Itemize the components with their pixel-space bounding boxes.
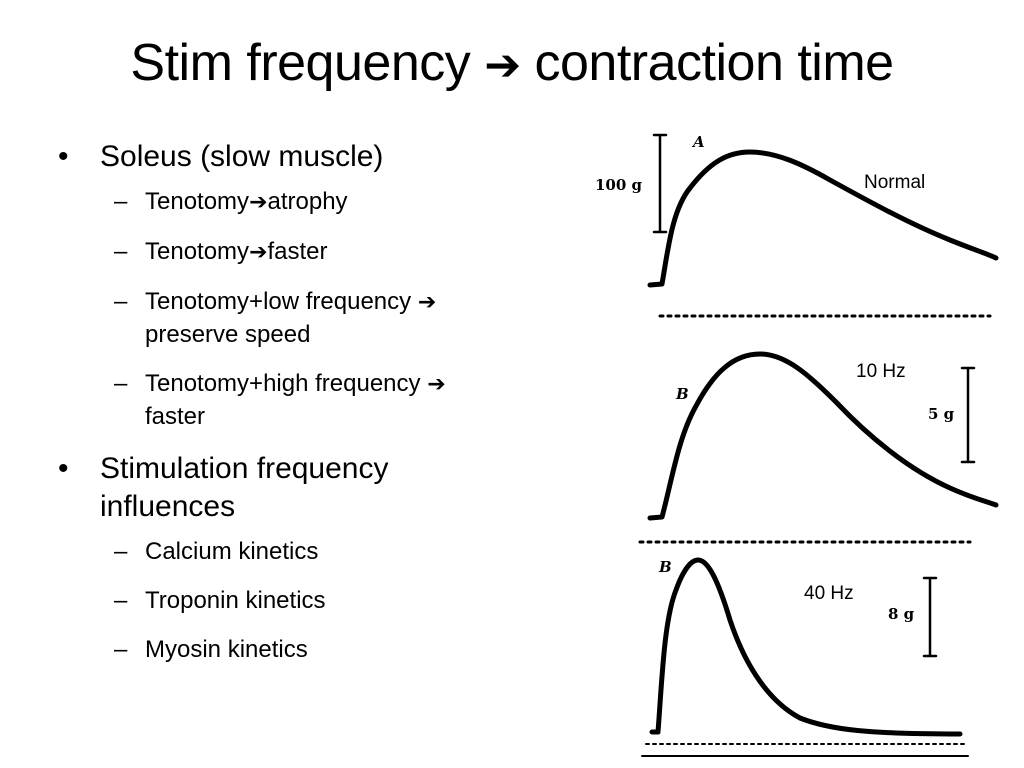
sub-bullet-text: preserve speed (145, 321, 311, 348)
bullet-dot-icon: • (58, 452, 69, 485)
scale-bar-b1 (960, 366, 976, 464)
bullet-dot-icon: • (58, 140, 69, 173)
contraction-traces-figure (638, 133, 999, 757)
sub-bullet-text: Tenotomy+high frequency (145, 370, 428, 397)
dash-icon: – (114, 587, 128, 614)
scale-label: 5 g (928, 405, 955, 423)
sub-bullet-item: – Tenotomy+low frequency ➔ preserve speed (58, 286, 578, 351)
arrow-icon: ➔ (484, 40, 521, 91)
trace-label: 10 Hz (856, 361, 906, 382)
arrow-icon: ➔ (249, 190, 268, 215)
sub-bullet-item: – Calcium kinetics (58, 536, 578, 568)
arrow-icon: ➔ (427, 372, 446, 397)
sub-bullet-text: Tenotomy+low frequency (145, 288, 418, 315)
title-text: Stim frequency (130, 34, 485, 92)
sub-bullet-item: – Tenotomy➔faster (58, 236, 578, 269)
sub-bullet-text: Troponin kinetics (145, 587, 326, 614)
bullet-item: • Soleus (slow muscle) (58, 138, 578, 176)
sub-bullet-item: – Tenotomy+high frequency ➔ faster (58, 368, 578, 433)
panel-letter: B (676, 385, 689, 403)
sub-bullet-item: – Troponin kinetics (58, 585, 578, 617)
sub-bullet-item: – Myosin kinetics (58, 634, 578, 666)
sub-bullet-text: Tenotomy (145, 238, 250, 265)
scale-label: 8 g (888, 605, 915, 623)
dash-icon: – (114, 636, 128, 663)
bullet-text: Stimulation frequency influences (100, 452, 389, 523)
bullet-text: Soleus (slow muscle) (100, 140, 384, 173)
dash-icon: – (114, 538, 128, 565)
scale-bar-a (652, 133, 668, 234)
bullet-list: • Soleus (slow muscle) – Tenotomy➔atroph… (58, 138, 578, 683)
dash-icon: – (114, 238, 128, 265)
dash-icon: – (114, 370, 128, 397)
sub-bullet-text: atrophy (267, 188, 348, 215)
scale-label: 100 g (595, 176, 643, 194)
trace-label: Normal (864, 172, 926, 193)
sub-bullet-text: Tenotomy (145, 188, 250, 215)
arrow-icon: ➔ (249, 240, 268, 265)
sub-bullet-text: Myosin kinetics (145, 636, 308, 663)
trace-normal (647, 149, 999, 288)
sub-bullet-text: faster (145, 403, 206, 430)
trace-40hz (649, 557, 963, 737)
trace-10hz (647, 351, 999, 521)
scale-bar-b2 (922, 576, 938, 658)
sub-bullet-item: – Tenotomy➔atrophy (58, 186, 578, 219)
sub-bullet-text: faster (267, 238, 328, 265)
slide-title: Stim frequency ➔ contraction time (0, 28, 1024, 101)
dash-icon: – (114, 288, 128, 315)
trace-label: 40 Hz (804, 583, 854, 604)
bullet-item: • Stimulation frequency influences (58, 450, 480, 526)
sub-bullet-text: Calcium kinetics (145, 538, 319, 565)
panel-letter: B (659, 558, 672, 576)
arrow-icon: ➔ (417, 290, 437, 315)
title-text-tail: contraction time (520, 34, 895, 92)
panel-letter: A (693, 133, 705, 151)
dash-icon: – (114, 188, 128, 215)
